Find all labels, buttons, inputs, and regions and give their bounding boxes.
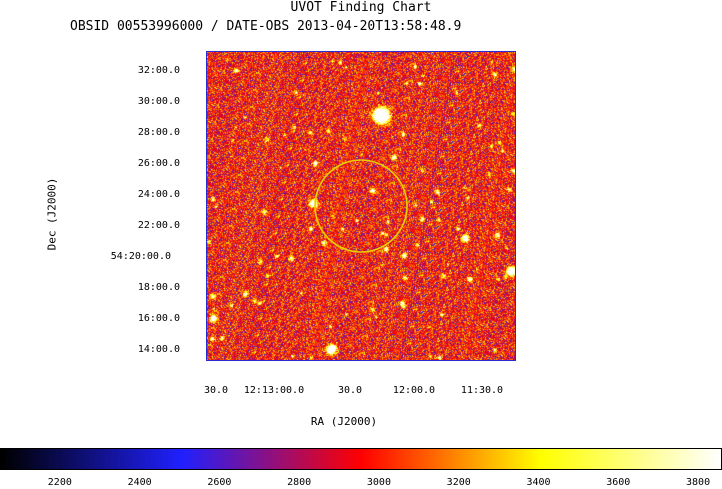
colorbar-tick-label: 3600: [606, 477, 631, 488]
chart-title: UVOT Finding Chart: [290, 0, 432, 15]
y-tick-label: 18:00.0: [137, 282, 180, 293]
x-tick-label: 30.0: [337, 385, 363, 396]
y-tick-label: 30:00.0: [137, 96, 180, 107]
x-axis-label: RA (J2000): [310, 415, 378, 428]
colorbar: [0, 448, 722, 470]
colorbar-tick-label: 3400: [526, 477, 551, 488]
y-tick-label: 28:00.0: [137, 127, 180, 138]
y-axis-label: Dec (J2000): [45, 177, 59, 251]
colorbar-tick-label: 2600: [207, 477, 232, 488]
colorbar-tick-label: 3200: [446, 477, 471, 488]
colorbar-tick-label: 3000: [366, 477, 391, 488]
x-tick-label: 12:00.0: [392, 385, 436, 396]
y-tick-label: 16:00.0: [137, 313, 180, 324]
x-tick-label: 30.0: [203, 385, 229, 396]
y-tick-label: 24:00.0: [137, 189, 180, 200]
source-region-circle: [314, 159, 408, 253]
y-tick-label: 26:00.0: [137, 158, 180, 169]
colorbar-tick-label: 2400: [127, 477, 152, 488]
x-tick-label: 12:13:00.0: [243, 385, 305, 396]
colorbar-tick-label: 2800: [287, 477, 312, 488]
sky-image-canvas: [207, 52, 515, 360]
y-tick-label: 32:00.0: [137, 65, 180, 76]
chart-subtitle: OBSID 00553996000 / DATE-OBS 2013-04-20T…: [70, 19, 462, 34]
colorbar-tick-label: 2200: [47, 477, 72, 488]
source-overlay: [314, 159, 408, 253]
y-tick-label: 14:00.0: [137, 344, 180, 355]
colorbar-tick-label: 3800: [686, 477, 711, 488]
x-tick-label: 11:30.0: [460, 385, 504, 396]
y-tick-label: 54:20:00.0: [110, 251, 171, 262]
sky-image: [206, 51, 516, 361]
y-tick-label: 22:00.0: [137, 220, 180, 231]
